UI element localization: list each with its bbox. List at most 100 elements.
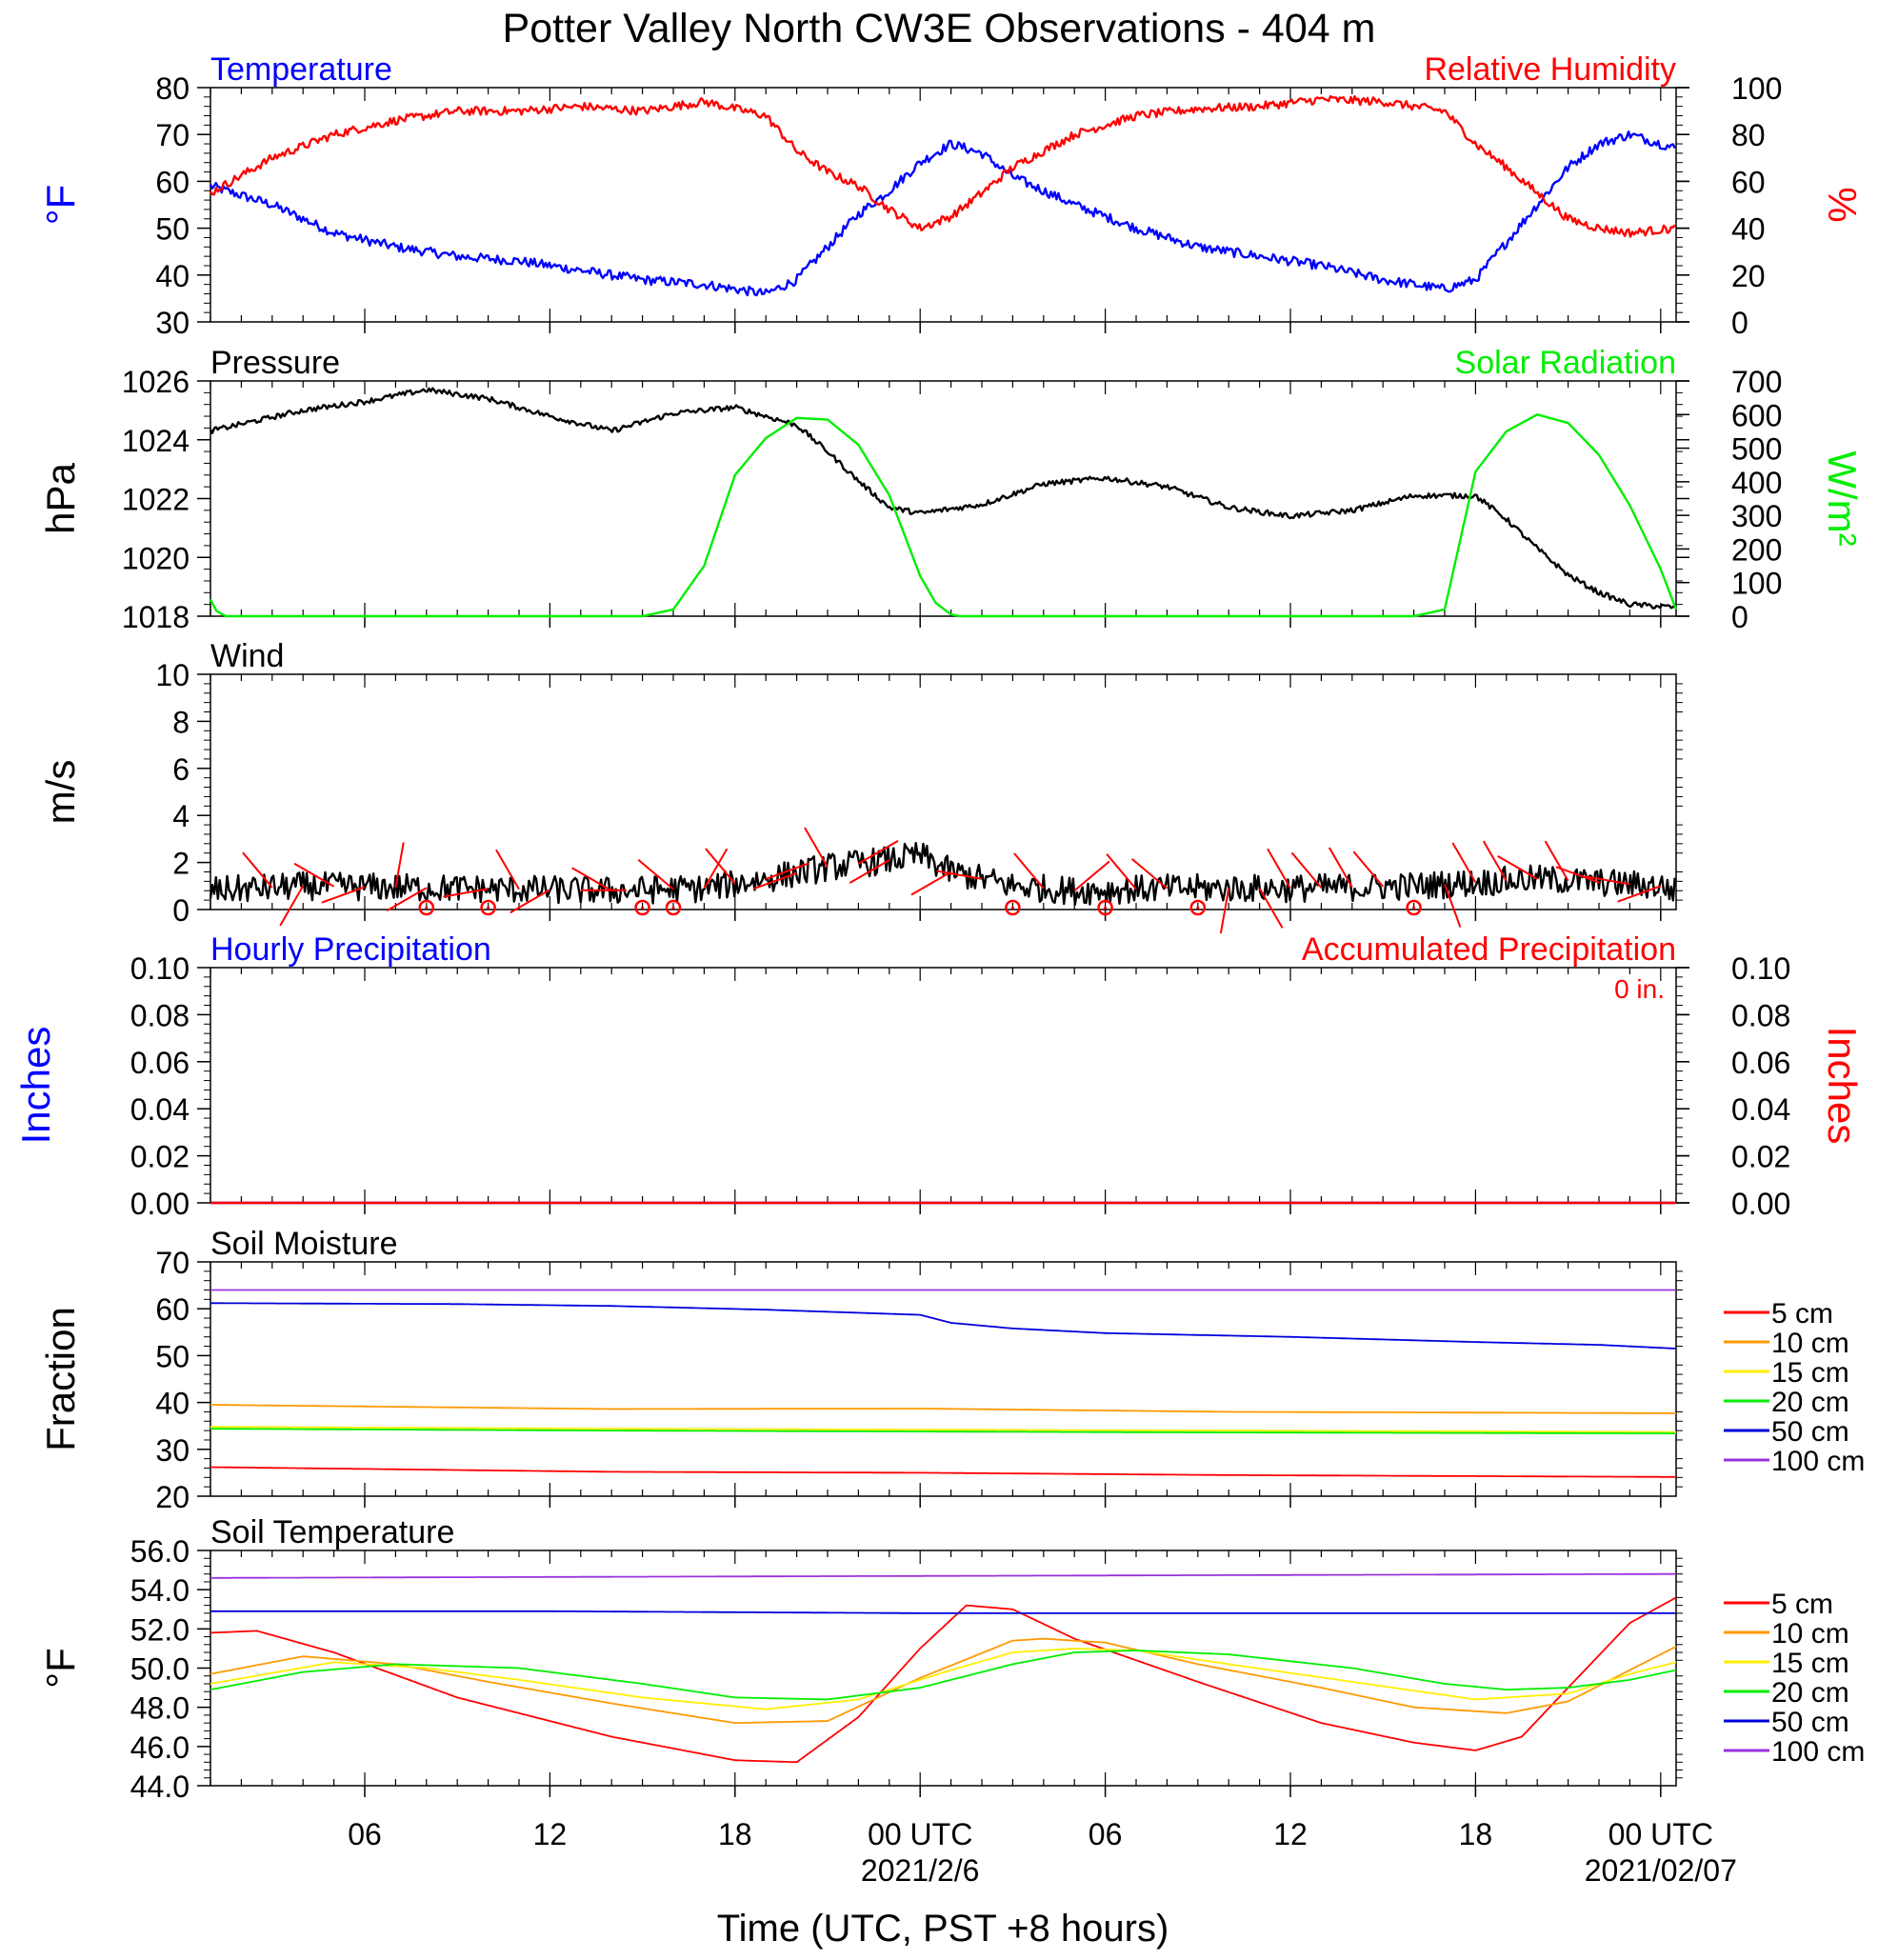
panel-soil_temperature: 44.0 46.0 48.0 50.0 52.0 54.0 56.0 Soil Tempera… <box>38 1514 1865 1804</box>
panel-wind: 0 2 4 6 8 10 Wind m/s <box>38 638 1683 934</box>
series-line-15-cm <box>210 1426 1676 1433</box>
time-axis-label: Time (UTC, PST +8 hours) <box>717 1908 1169 1950</box>
wind-barb <box>1073 860 1110 892</box>
y-tick-label-left: 50 <box>155 212 190 247</box>
panel-title-left: Temperature <box>210 51 392 88</box>
x-tick-label: 12 <box>533 1817 568 1851</box>
x-tick-label: 06 <box>1089 1817 1123 1851</box>
wind-barb <box>1451 842 1477 884</box>
series-line-20-cm <box>210 1428 1676 1434</box>
x-date-label: 2021/2/6 <box>861 1853 980 1888</box>
time-axis: Time (UTC, PST +8 hours) 06 12 18 00 UTC 06 1… <box>348 1817 1737 1950</box>
y-tick-label-left: 30 <box>155 306 190 340</box>
calm-wind-marker-dot <box>641 906 645 910</box>
legend-label: 10 cm <box>1771 1328 1849 1359</box>
y-tick-label-right: 400 <box>1731 466 1782 500</box>
wind-barb <box>804 827 829 869</box>
y-tick-label-left: 80 <box>155 71 190 106</box>
calm-wind-marker <box>665 899 682 916</box>
wind-barb <box>242 851 273 889</box>
y-tick-label-right: 0.02 <box>1731 1140 1790 1174</box>
y-tick-label-right: 0 <box>1731 306 1748 340</box>
panel-soil_moisture: 20 30 40 50 60 70 Soil Moisture Fraction 5 cm10 … <box>38 1226 1865 1514</box>
x-tick-label: 00 UTC <box>868 1817 972 1851</box>
wind-barb <box>279 885 305 927</box>
y-tick-label-left: 0.10 <box>130 951 190 986</box>
y-tick-label-left: 60 <box>155 165 190 199</box>
panel-title-left: Soil Temperature <box>210 1514 454 1550</box>
y-tick-label-right: 0.06 <box>1731 1046 1790 1080</box>
wind-barb <box>1617 885 1662 903</box>
series-line-wind <box>209 842 1676 907</box>
panel-title-left: Hourly Precipitation <box>210 931 491 968</box>
calm-wind-marker-dot <box>425 906 429 910</box>
wind-barb <box>443 888 489 898</box>
x-tick-label: 12 <box>1273 1817 1308 1851</box>
y-tick-label-right: 0.10 <box>1731 951 1790 986</box>
x-date-label: 2021/02/07 <box>1585 1853 1737 1888</box>
panel-temp_rh: 30 40 50 60 70 80 0 20 40 60 80 100 Temperature Relat… <box>38 51 1865 340</box>
y-tick-label-left: 44.0 <box>130 1770 190 1804</box>
y-tick-label-left: 40 <box>155 259 190 293</box>
wind-barb <box>1352 850 1384 888</box>
series-line-5-cm <box>210 1466 1676 1478</box>
wind-barb <box>1130 858 1169 890</box>
y-tick-label-right: 100 <box>1731 567 1782 601</box>
y-tick-label-right: 500 <box>1731 432 1782 467</box>
series-line-100-cm <box>210 1572 1676 1579</box>
wind-barb <box>1290 851 1323 889</box>
y-axis-label-left: m/s <box>38 760 83 825</box>
wind-barb <box>1258 888 1284 929</box>
calm-wind-marker-dot <box>1412 906 1416 910</box>
y-axis-label-left: Fraction <box>38 1307 83 1451</box>
legend-label: 50 cm <box>1771 1416 1849 1448</box>
wind-barb <box>509 889 550 914</box>
calm-wind-marker <box>1189 899 1207 916</box>
calm-wind-marker <box>1005 899 1021 916</box>
y-tick-label-right: 100 <box>1731 71 1782 106</box>
wind-barb <box>936 870 983 880</box>
y-tick-label-right: 600 <box>1731 398 1782 432</box>
y-axis-label-right: W/m² <box>1820 450 1865 546</box>
series-line-20-cm <box>210 1650 1677 1701</box>
wind-barb <box>1219 888 1230 934</box>
y-tick-label-left: 70 <box>155 118 190 152</box>
panel-title-right: Accumulated Precipitation <box>1302 931 1676 968</box>
y-tick-label-right: 300 <box>1731 499 1782 533</box>
panel-title-right: Solar Radiation <box>1455 345 1676 381</box>
legend-label: 100 cm <box>1771 1446 1865 1477</box>
legend-label: 5 cm <box>1771 1298 1833 1330</box>
y-tick-label-left: 2 <box>172 847 190 881</box>
calm-wind-marker-dot <box>1196 906 1200 910</box>
x-tick-label: 18 <box>1459 1817 1493 1851</box>
y-axis-label-left: Inches <box>13 1027 58 1145</box>
x-tick-label: 00 UTC <box>1608 1817 1713 1851</box>
y-tick-label-right: 80 <box>1731 118 1766 152</box>
series-line-solar-radiation <box>209 413 1678 618</box>
y-tick-label-left: 6 <box>172 752 190 787</box>
y-tick-label-left: 0.00 <box>130 1187 190 1221</box>
y-tick-label-left: 48.0 <box>130 1691 190 1726</box>
y-tick-label-right: 200 <box>1731 532 1782 567</box>
wind-barb <box>1555 866 1600 884</box>
wind-barb <box>495 849 520 890</box>
wind-barb <box>703 848 729 890</box>
y-tick-label-left: 30 <box>155 1433 190 1468</box>
y-tick-label-right: 0.00 <box>1731 1187 1790 1221</box>
y-tick-label-right: 700 <box>1731 365 1782 399</box>
wind-barb <box>1444 884 1462 928</box>
wind-barb <box>705 848 736 885</box>
series-line-15-cm <box>210 1648 1677 1710</box>
y-tick-label-left: 60 <box>155 1292 190 1327</box>
series-line-pressure <box>209 387 1676 610</box>
y-axis-label-right: % <box>1820 187 1865 222</box>
calm-wind-marker-dot <box>1010 906 1014 910</box>
y-tick-label-left: 52.0 <box>130 1612 190 1647</box>
y-tick-label-left: 46.0 <box>130 1730 190 1765</box>
y-axis-label-right: Inches <box>1820 1027 1865 1145</box>
y-axis-label-left: hPa <box>38 462 83 533</box>
series-line-relative-humidity <box>210 94 1676 238</box>
y-tick-label-left: 20 <box>155 1480 190 1514</box>
y-tick-label-left: 0.08 <box>130 998 190 1032</box>
wind-barb <box>321 886 366 904</box>
